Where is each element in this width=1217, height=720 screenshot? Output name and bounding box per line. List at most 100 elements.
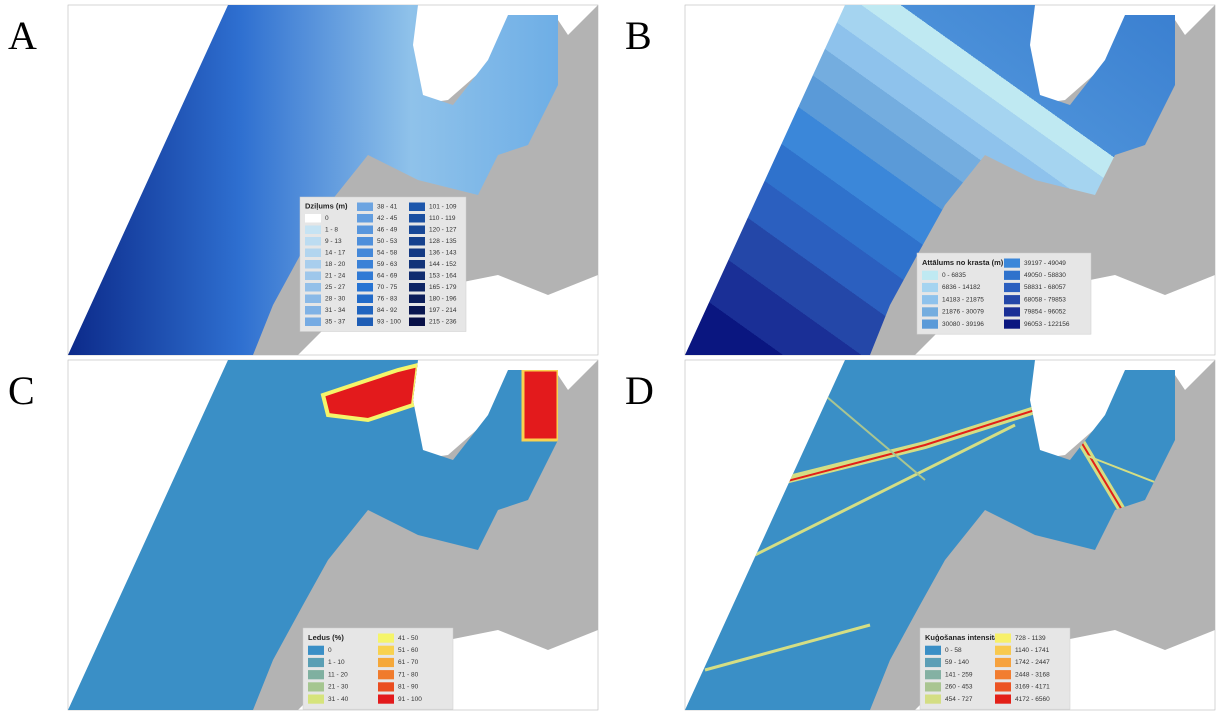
legend-label: 2448 - 3168 [1015, 671, 1050, 678]
legend-swatch [357, 283, 373, 292]
legend-swatch [995, 682, 1011, 691]
legend-title: Attālums no krasta (m) [922, 258, 1004, 267]
legend-swatch [1004, 271, 1020, 280]
legend-label: 728 - 1139 [1015, 635, 1046, 642]
legend-swatch [378, 634, 394, 643]
legend-label: 91 - 100 [398, 696, 422, 703]
legend-label: 41 - 50 [398, 635, 419, 642]
legend-swatch [357, 318, 373, 327]
page: {"panels": [ {"label": "A", "legend": {"… [0, 0, 1217, 715]
legend-swatch [995, 658, 1011, 667]
legend-label: 59 - 140 [945, 659, 969, 666]
legend-swatch [378, 658, 394, 667]
legend-label: 70 - 75 [377, 284, 398, 291]
legend-label: 30080 - 39196 [942, 321, 984, 328]
legend-label: 28 - 30 [325, 295, 346, 302]
legend-label: 128 - 135 [429, 238, 457, 245]
legend-label: 68058 - 79853 [1024, 296, 1066, 303]
legend-swatch [357, 272, 373, 281]
legend-swatch [922, 295, 938, 304]
legend-swatch [922, 271, 938, 280]
legend-swatch [305, 306, 321, 315]
legend-swatch [995, 670, 1011, 679]
legend-swatch [925, 646, 941, 655]
legend-label: 0 [325, 215, 329, 222]
legend-label: 11 - 20 [328, 671, 348, 678]
legend-label: 25 - 27 [325, 284, 346, 291]
legend-label: 215 - 236 [429, 318, 457, 325]
legend-swatch [409, 249, 425, 258]
legend-swatch [409, 318, 425, 327]
legend-swatch [305, 272, 321, 281]
legend-label: 71 - 80 [398, 671, 419, 678]
legend-label: 59 - 63 [377, 261, 398, 268]
legend-label: 21 - 24 [325, 272, 346, 279]
legend-label: 1742 - 2447 [1015, 659, 1050, 666]
legend-swatch [409, 203, 425, 212]
figure: ADziļums (m)01 - 89 - 1314 - 1718 - 2021… [0, 0, 1217, 715]
legend-swatch [409, 306, 425, 315]
legend-swatch [357, 237, 373, 246]
legend-swatch [357, 249, 373, 258]
legend-swatch [1004, 259, 1020, 268]
legend-label: 120 - 127 [429, 226, 457, 233]
legend-label: 18 - 20 [325, 261, 346, 268]
legend-label: 38 - 41 [377, 203, 398, 210]
legend-label: 84 - 92 [377, 307, 398, 314]
legend-swatch [308, 646, 324, 655]
legend-label: 49050 - 58830 [1024, 272, 1066, 279]
legend-label: 39197 - 49049 [1024, 260, 1066, 267]
legend-swatch [305, 237, 321, 246]
legend-label: 31 - 40 [328, 696, 349, 703]
legend-title: Dziļums (m) [305, 202, 348, 211]
legend-label: 79854 - 96052 [1024, 309, 1066, 316]
legend-swatch [409, 272, 425, 281]
legend-swatch [925, 695, 941, 704]
legend-label: 101 - 109 [429, 203, 457, 210]
legend-label: 96053 - 122156 [1024, 321, 1070, 328]
legend-label: 31 - 34 [325, 307, 346, 314]
legend-swatch [308, 682, 324, 691]
legend-swatch [995, 646, 1011, 655]
legend-label: 51 - 60 [398, 647, 419, 654]
legend-swatch [925, 670, 941, 679]
legend-swatch [357, 226, 373, 235]
legend-swatch [305, 260, 321, 269]
legend-label: 21876 - 30079 [942, 309, 984, 316]
legend-swatch [995, 634, 1011, 643]
legend-label: 21 - 30 [328, 684, 349, 691]
legend-label: 197 - 214 [429, 307, 457, 314]
legend-title: Kuģošanas intensitāte [925, 633, 1005, 642]
legend-label: 58831 - 68057 [1024, 284, 1066, 291]
panel-letter: B [625, 13, 652, 58]
legend-label: 81 - 90 [398, 684, 419, 691]
legend-swatch [305, 295, 321, 304]
legend-label: 165 - 179 [429, 284, 457, 291]
legend-swatch [378, 670, 394, 679]
panel-letter: D [625, 368, 654, 413]
legend-label: 3169 - 4171 [1015, 684, 1050, 691]
legend-label: 136 - 143 [429, 249, 457, 256]
legend-swatch [922, 307, 938, 316]
legend-label: 14183 - 21875 [942, 296, 984, 303]
legend-swatch [357, 306, 373, 315]
legend-swatch [995, 695, 1011, 704]
legend-label: 35 - 37 [325, 318, 346, 325]
legend-swatch [925, 658, 941, 667]
legend-title: Ledus (%) [308, 633, 344, 642]
legend-swatch [409, 283, 425, 292]
legend-label: 54 - 58 [377, 249, 398, 256]
legend-label: 110 - 119 [429, 215, 456, 222]
legend-label: 93 - 100 [377, 318, 401, 325]
legend-swatch [308, 658, 324, 667]
legend-label: 1140 - 1741 [1015, 647, 1050, 654]
panel-letter: C [8, 368, 35, 413]
legend-swatch [357, 214, 373, 223]
legend-label: 76 - 83 [377, 295, 398, 302]
legend-label: 260 - 453 [945, 684, 973, 691]
legend-label: 141 - 259 [945, 671, 973, 678]
legend-swatch [925, 682, 941, 691]
